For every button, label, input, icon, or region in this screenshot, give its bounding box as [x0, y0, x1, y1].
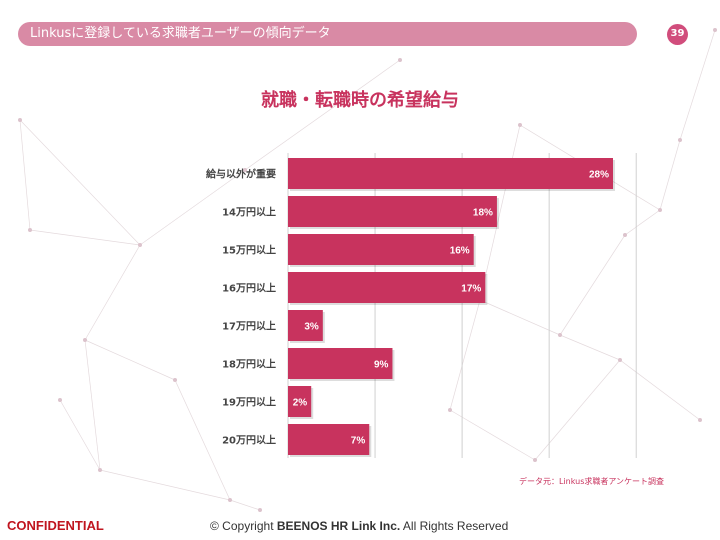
bar	[288, 348, 393, 379]
bar	[288, 386, 312, 417]
network-node	[173, 378, 177, 382]
network-line	[619, 359, 701, 421]
network-line	[139, 169, 246, 246]
network-node	[533, 458, 537, 462]
value-label: 28%	[589, 170, 609, 181]
network-line	[449, 299, 481, 411]
copyright-notice: © Copyright BEENOS HR Link Inc. All Righ…	[210, 519, 508, 533]
network-line	[84, 339, 101, 471]
network-line	[29, 229, 141, 246]
network-node	[398, 58, 402, 62]
network-node	[228, 498, 232, 502]
category-label: 17万円以上	[222, 320, 276, 333]
network-line	[174, 379, 231, 501]
network-node	[713, 28, 717, 32]
network-node	[258, 508, 262, 512]
network-node	[518, 123, 522, 127]
copyright-suffix: All Rights Reserved	[400, 519, 509, 533]
network-line	[659, 139, 681, 211]
network-node	[558, 333, 562, 337]
category-label: 給与以外が重要	[206, 168, 276, 181]
network-line	[244, 59, 401, 171]
network-node	[618, 358, 622, 362]
value-label: 9%	[374, 360, 389, 371]
network-node	[698, 418, 702, 422]
bar	[288, 196, 497, 227]
section-header: Linkusに登録している求職者ユーザーの傾向データ	[18, 22, 637, 46]
network-node	[623, 233, 627, 237]
network-line	[479, 299, 561, 336]
chart-title: 就職・転職時の希望給与	[261, 90, 459, 111]
bar	[288, 234, 474, 265]
network-line	[479, 124, 521, 301]
value-label: 2%	[293, 398, 308, 409]
network-line	[84, 339, 176, 381]
network-node	[83, 338, 87, 342]
network-line	[19, 119, 141, 246]
copyright-prefix: © Copyright	[210, 519, 277, 533]
network-line	[559, 334, 621, 361]
category-label: 19万円以上	[222, 396, 276, 409]
network-node	[138, 243, 142, 247]
value-label: 3%	[304, 322, 319, 333]
network-line	[84, 244, 141, 341]
bar	[288, 424, 370, 455]
network-line	[229, 499, 261, 511]
network-node	[678, 138, 682, 142]
network-node	[18, 118, 22, 122]
bar	[288, 310, 323, 341]
category-label: 18万円以上	[222, 358, 276, 371]
confidential-label: CONFIDENTIAL	[7, 518, 104, 533]
network-line	[99, 469, 231, 501]
network-line	[559, 234, 626, 336]
network-node	[658, 208, 662, 212]
company-name: BEENOS HR Link Inc.	[276, 519, 401, 533]
value-label: 18%	[473, 208, 493, 219]
network-node	[98, 468, 102, 472]
value-label: 16%	[450, 246, 470, 257]
network-line	[624, 209, 661, 236]
page-number-badge: 39	[667, 24, 688, 45]
network-line	[59, 399, 101, 471]
section-header-title: Linkusに登録している求職者ユーザーの傾向データ	[30, 26, 331, 41]
category-label: 20万円以上	[222, 434, 276, 447]
network-node	[28, 228, 32, 232]
category-label: 14万円以上	[222, 206, 276, 219]
network-node	[448, 408, 452, 412]
category-label: 15万円以上	[222, 244, 276, 257]
data-source-note: データ元：Linkus求職者アンケート調査	[519, 477, 665, 486]
value-label: 17%	[461, 284, 481, 295]
value-label: 7%	[351, 436, 366, 447]
network-line	[449, 409, 536, 461]
network-line	[679, 29, 716, 141]
bar	[288, 158, 613, 189]
network-line	[19, 119, 31, 231]
bar	[288, 272, 486, 303]
category-label: 16万円以上	[222, 282, 276, 295]
network-node	[243, 168, 247, 172]
network-node	[58, 398, 62, 402]
